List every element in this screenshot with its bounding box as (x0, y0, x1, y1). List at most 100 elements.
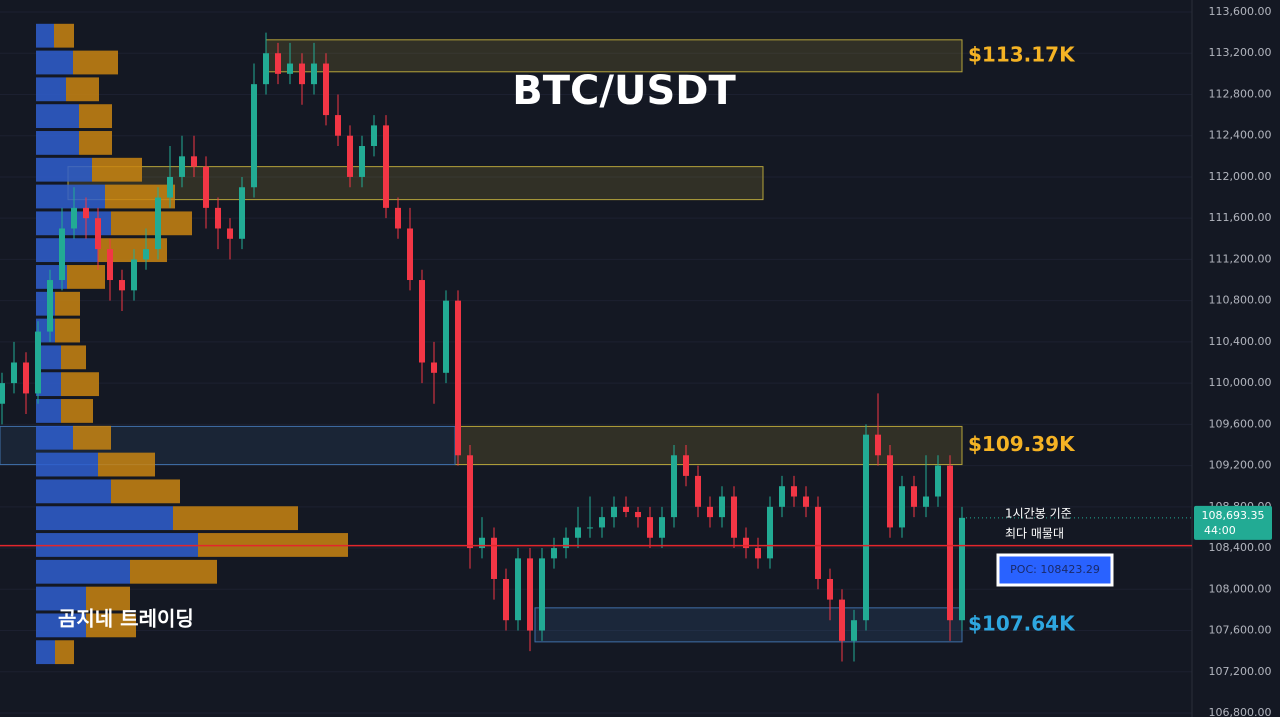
candle-body (431, 362, 437, 373)
candle-body (263, 53, 269, 85)
volume-sell (79, 104, 112, 129)
y-tick-label: 112,800.00 (1209, 87, 1272, 100)
candle-body (107, 249, 113, 281)
poc-note: 최다 매물대 (1005, 527, 1064, 541)
candle-body (83, 207, 89, 219)
volume-buy (36, 506, 173, 531)
volume-buy (36, 479, 111, 504)
volume-buy (36, 238, 98, 263)
zone-label: $113.17K (968, 42, 1076, 66)
candle-body (791, 486, 797, 497)
y-tick-label: 109,600.00 (1209, 417, 1272, 430)
candle-body (455, 300, 461, 456)
candle-body (707, 506, 713, 518)
volume-buy (36, 372, 61, 397)
y-tick-label: 113,600.00 (1209, 5, 1272, 18)
candle-body (0, 383, 5, 404)
volume-sell (111, 479, 180, 504)
y-tick-label: 110,000.00 (1209, 376, 1272, 389)
volume-buy (36, 345, 61, 370)
volume-buy (36, 50, 73, 75)
volume-buy (36, 399, 61, 423)
candle-body (503, 578, 509, 621)
volume-buy (36, 184, 105, 209)
candle-body (479, 537, 485, 549)
watermark: 곰지네 트레이딩 (58, 607, 194, 631)
y-tick-label: 106,800.00 (1209, 706, 1272, 717)
candle-body (11, 362, 17, 384)
y-tick-label: 107,200.00 (1209, 665, 1272, 678)
candle-body (227, 228, 233, 239)
candle-body (875, 434, 881, 456)
volume-buy (36, 559, 130, 584)
volume-buy (36, 452, 98, 477)
volume-sell (66, 77, 99, 102)
volume-sell (105, 184, 175, 209)
volume-sell (130, 559, 217, 584)
last-price-tag (1194, 505, 1272, 540)
poc-note: 1시간봉 기준 (1005, 507, 1072, 521)
candle-body (839, 599, 845, 641)
y-tick-label: 107,600.00 (1209, 624, 1272, 637)
zone-label: $109.39K (968, 432, 1076, 456)
candle-body (47, 280, 53, 332)
y-tick-label: 111,200.00 (1209, 252, 1272, 265)
candle-body (731, 496, 737, 538)
poc-box (996, 553, 1114, 587)
countdown: 44:00 (1204, 524, 1236, 537)
volume-sell (73, 425, 111, 450)
candle-body (179, 156, 185, 177)
y-tick-label: 110,400.00 (1209, 335, 1272, 348)
volume-sell (86, 613, 136, 638)
volume-buy (36, 613, 86, 638)
candle-body (443, 300, 449, 373)
chart-title: BTC/USDT (512, 68, 736, 114)
candle-body (359, 146, 365, 177)
candle-body (635, 511, 641, 518)
y-tick-label: 111,600.00 (1209, 211, 1272, 224)
y-tick-label: 113,200.00 (1209, 46, 1272, 59)
candle-body (203, 166, 209, 208)
volume-sell (111, 211, 192, 236)
candle-body (335, 115, 341, 136)
candle-body (419, 280, 425, 363)
candle-body (383, 125, 389, 208)
candle-body (131, 259, 137, 291)
candle-body (347, 135, 353, 177)
candle-body (527, 558, 533, 631)
y-tick-label: 108,400.00 (1209, 541, 1272, 554)
candle-body (563, 537, 569, 549)
zone (454, 425, 963, 466)
volume-buy (36, 104, 79, 129)
candle-body (287, 63, 293, 74)
last-price-label: 108,693.35 (1202, 509, 1265, 522)
candle-body (959, 517, 965, 621)
candle-body (587, 527, 593, 529)
candle-body (947, 465, 953, 621)
candle-body (551, 548, 557, 559)
volume-buy (36, 586, 86, 611)
volume-sell (61, 372, 99, 397)
y-tick-label: 112,400.00 (1209, 129, 1272, 142)
volume-sell (55, 291, 80, 316)
candle-body (539, 558, 545, 631)
candle-body (863, 434, 869, 621)
candle-body (299, 63, 305, 85)
candle-body (167, 176, 173, 198)
candle-body (851, 620, 857, 641)
volume-sell (61, 399, 93, 423)
zone-label: $107.64K (968, 611, 1076, 635)
candle-body (395, 207, 401, 229)
volume-buy (36, 425, 73, 450)
volume-sell (61, 345, 86, 370)
volume-sell (55, 640, 74, 665)
volume-sell (54, 23, 74, 48)
volume-sell (173, 506, 298, 531)
candle-body (575, 527, 581, 538)
candle-body (923, 496, 929, 507)
candle-body (407, 228, 413, 281)
candle-body (827, 578, 833, 600)
candle-body (755, 548, 761, 559)
candle-body (803, 496, 809, 507)
